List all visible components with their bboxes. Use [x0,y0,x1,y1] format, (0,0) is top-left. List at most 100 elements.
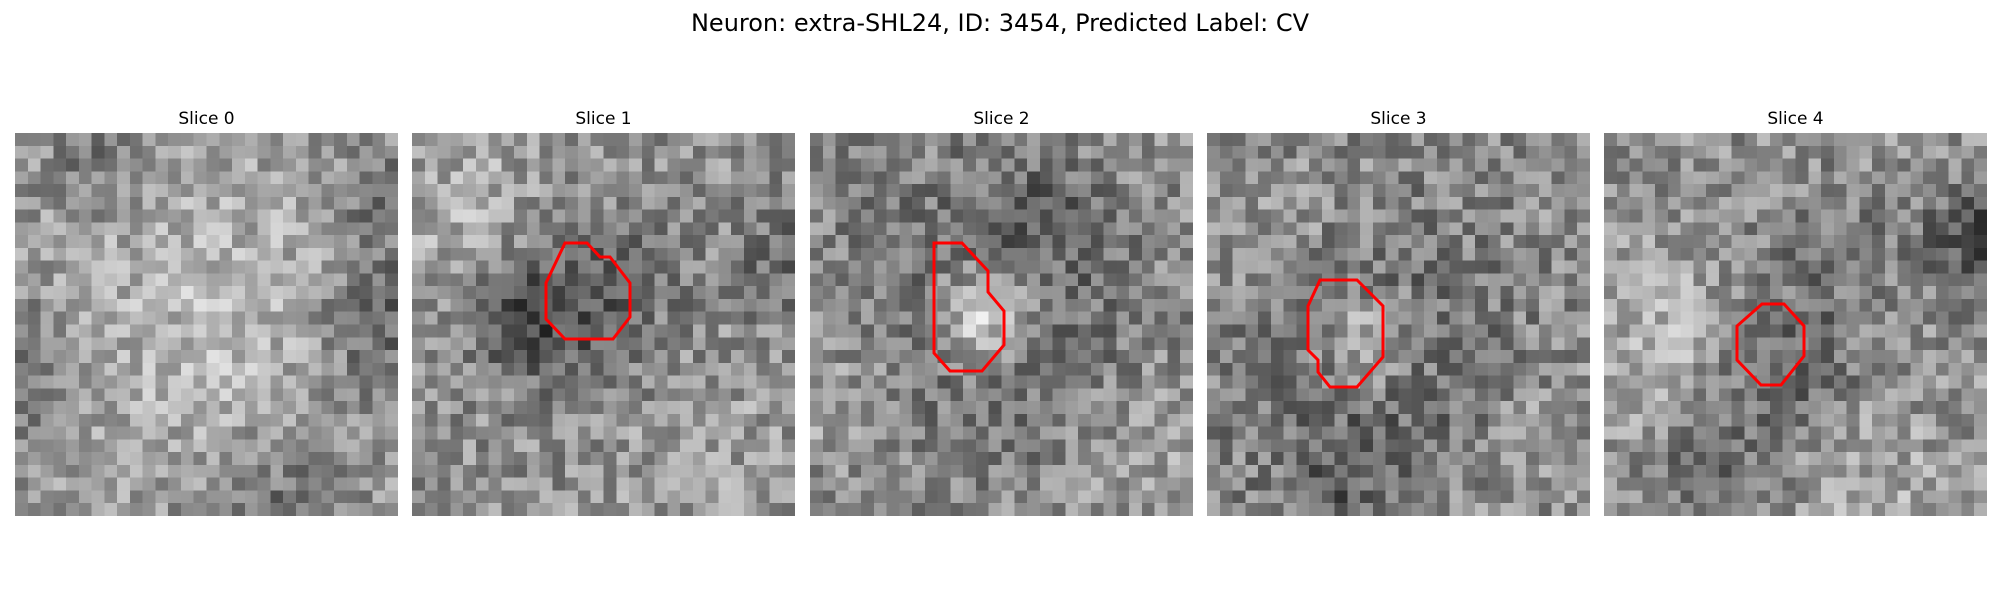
pixel-cell [886,260,900,275]
pixel-cell [743,503,758,516]
pixel-cell [1116,247,1130,262]
pixel-cell [810,247,824,262]
pixel-cell [1706,375,1720,389]
pixel-cell [424,158,439,172]
pixel-cell [731,235,745,249]
pixel-cell [718,439,732,453]
pixel-cell [641,260,656,275]
pixel-cell [1078,145,1092,160]
pixel-cell [822,452,837,466]
pixel-cell [1001,286,1015,300]
pixel-cell [1642,209,1656,223]
pixel-cell [66,388,80,402]
pixel-cell [1693,324,1707,338]
pixel-cell [1014,171,1028,185]
pixel-cell [743,260,758,275]
pixel-cell [1629,184,1643,198]
pixel-cell [308,401,322,415]
pixel-cell [1897,311,1911,326]
pixel-cell [1360,452,1374,466]
pixel-cell [1872,145,1886,160]
pixel-cell [1821,298,1835,313]
pixel-cell [91,222,105,236]
pixel-cell [1103,503,1117,516]
pixel-cell [1551,388,1566,402]
pixel-cell [1564,452,1578,466]
pixel-cell [1347,324,1361,338]
pixel-cell [1411,324,1425,338]
pixel-cell [950,350,964,364]
pixel-cell [193,260,208,275]
pixel-cell [1245,324,1259,338]
pixel-cell [590,337,605,351]
pixel-cell [219,426,233,440]
pixel-cell [1207,145,1221,160]
pixel-cell [1795,222,1809,236]
pixel-cell [1180,184,1193,198]
pixel-cell [1846,209,1860,223]
pixel-cell [424,350,439,364]
pixel-cell [155,477,169,492]
pixel-cell [1347,362,1361,377]
pixel-cell [899,426,913,440]
pixel-cell [1948,324,1963,338]
pixel-cell [1424,426,1438,440]
pixel-cell [1655,490,1669,504]
pixel-cell [629,452,643,466]
pixel-cell [1078,133,1092,147]
pixel-cell [1321,184,1336,198]
pixel-cell [1706,133,1720,147]
pixel-cell [616,184,630,198]
pixel-cell [667,375,681,389]
pixel-cell [1680,388,1694,402]
pixel-cell [501,298,515,313]
pixel-cell [1154,298,1169,313]
pixel-cell [1910,171,1924,185]
pixel-cell [1935,273,1950,287]
pixel-cell [1065,426,1079,440]
pixel-cell [372,158,386,172]
pixel-cell [1154,350,1169,364]
pixel-cell [590,209,605,223]
pixel-cell [1001,298,1015,313]
pixel-cell [1693,184,1707,198]
pixel-cell [539,337,554,351]
pixel-cell [769,490,783,504]
pixel-cell [244,196,259,211]
pixel-cell [1616,222,1631,236]
pixel-cell [1859,413,1873,428]
pixel-cell [346,452,361,466]
slice-image-2 [810,133,1193,516]
pixel-cell [257,222,271,236]
pixel-cell [1680,490,1694,504]
pixel-cell [1782,413,1797,428]
pixel-cell [1283,260,1297,275]
pixel-cell [180,286,195,300]
pixel-cell [270,311,284,326]
pixel-cell [1872,196,1886,211]
pixel-cell [680,184,694,198]
pixel-cell [1718,477,1733,492]
pixel-cell [937,426,952,440]
pixel-cell [346,133,361,147]
pixel-cell [705,362,719,377]
pixel-cell [1462,388,1476,402]
pixel-cell [950,184,964,198]
pixel-cell [78,426,93,440]
pixel-cell [1731,273,1746,287]
pixel-cell [488,503,502,516]
pixel-cell [295,413,310,428]
pixel-cell [1680,184,1694,198]
pixel-cell [1090,273,1105,287]
pixel-cell [1718,184,1733,198]
pixel-cell [53,235,67,249]
pixel-cell [1859,158,1873,172]
pixel-cell [129,145,144,160]
pixel-cell [1219,503,1234,516]
pixel-cell [1116,350,1130,364]
pixel-cell [142,350,157,364]
pixel-cell [1782,196,1797,211]
pixel-cell [861,235,875,249]
pixel-cell [295,388,310,402]
pixel-cell [155,247,169,262]
